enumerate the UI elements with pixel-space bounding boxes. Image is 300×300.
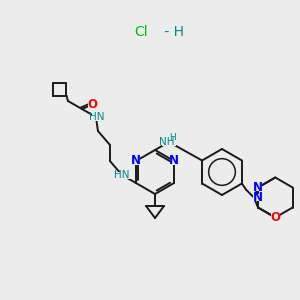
Text: N: N bbox=[169, 154, 179, 167]
Text: N: N bbox=[253, 181, 263, 194]
Bar bbox=[254, 184, 262, 191]
Text: HN: HN bbox=[89, 112, 105, 122]
Bar bbox=[271, 214, 280, 221]
Bar bbox=[92, 113, 106, 121]
Text: O: O bbox=[87, 98, 97, 112]
Text: Cl: Cl bbox=[134, 25, 148, 39]
Bar bbox=[254, 194, 262, 201]
Text: H: H bbox=[169, 133, 176, 142]
Bar bbox=[162, 136, 176, 146]
Bar bbox=[88, 101, 96, 109]
Text: N: N bbox=[131, 154, 141, 167]
Text: O: O bbox=[270, 211, 280, 224]
Text: HN: HN bbox=[114, 170, 130, 180]
Text: NH: NH bbox=[159, 137, 175, 147]
Text: - H: - H bbox=[160, 25, 184, 39]
Bar bbox=[117, 172, 131, 178]
Text: N: N bbox=[253, 191, 263, 204]
Bar bbox=[169, 158, 178, 164]
Bar bbox=[131, 158, 140, 164]
